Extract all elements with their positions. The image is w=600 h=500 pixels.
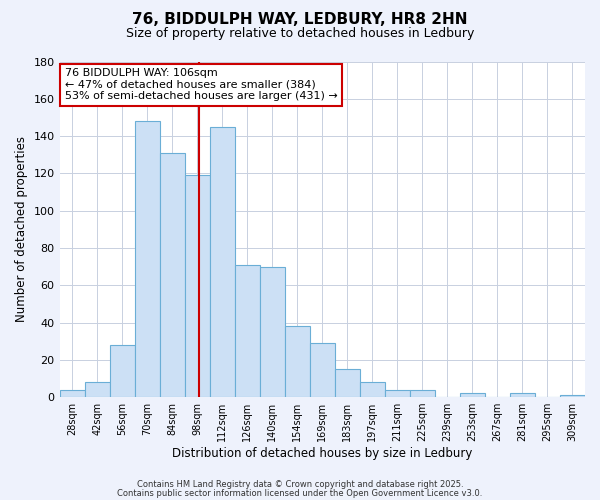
Bar — [160, 153, 185, 397]
Bar — [134, 121, 160, 397]
Bar — [59, 390, 85, 397]
Bar — [410, 390, 435, 397]
Bar — [209, 127, 235, 397]
Text: Size of property relative to detached houses in Ledbury: Size of property relative to detached ho… — [126, 28, 474, 40]
Bar — [335, 369, 360, 397]
Bar — [560, 395, 585, 397]
X-axis label: Distribution of detached houses by size in Ledbury: Distribution of detached houses by size … — [172, 447, 472, 460]
Bar — [460, 394, 485, 397]
Bar — [360, 382, 385, 397]
Text: 76, BIDDULPH WAY, LEDBURY, HR8 2HN: 76, BIDDULPH WAY, LEDBURY, HR8 2HN — [132, 12, 468, 28]
Bar — [285, 326, 310, 397]
Bar — [85, 382, 110, 397]
Text: Contains public sector information licensed under the Open Government Licence v3: Contains public sector information licen… — [118, 489, 482, 498]
Bar — [260, 266, 285, 397]
Bar — [185, 175, 209, 397]
Bar — [235, 264, 260, 397]
Bar — [385, 390, 410, 397]
Text: Contains HM Land Registry data © Crown copyright and database right 2025.: Contains HM Land Registry data © Crown c… — [137, 480, 463, 489]
Bar — [110, 345, 134, 397]
Text: 76 BIDDULPH WAY: 106sqm
← 47% of detached houses are smaller (384)
53% of semi-d: 76 BIDDULPH WAY: 106sqm ← 47% of detache… — [65, 68, 338, 102]
Y-axis label: Number of detached properties: Number of detached properties — [15, 136, 28, 322]
Bar — [310, 343, 335, 397]
Bar — [510, 394, 535, 397]
